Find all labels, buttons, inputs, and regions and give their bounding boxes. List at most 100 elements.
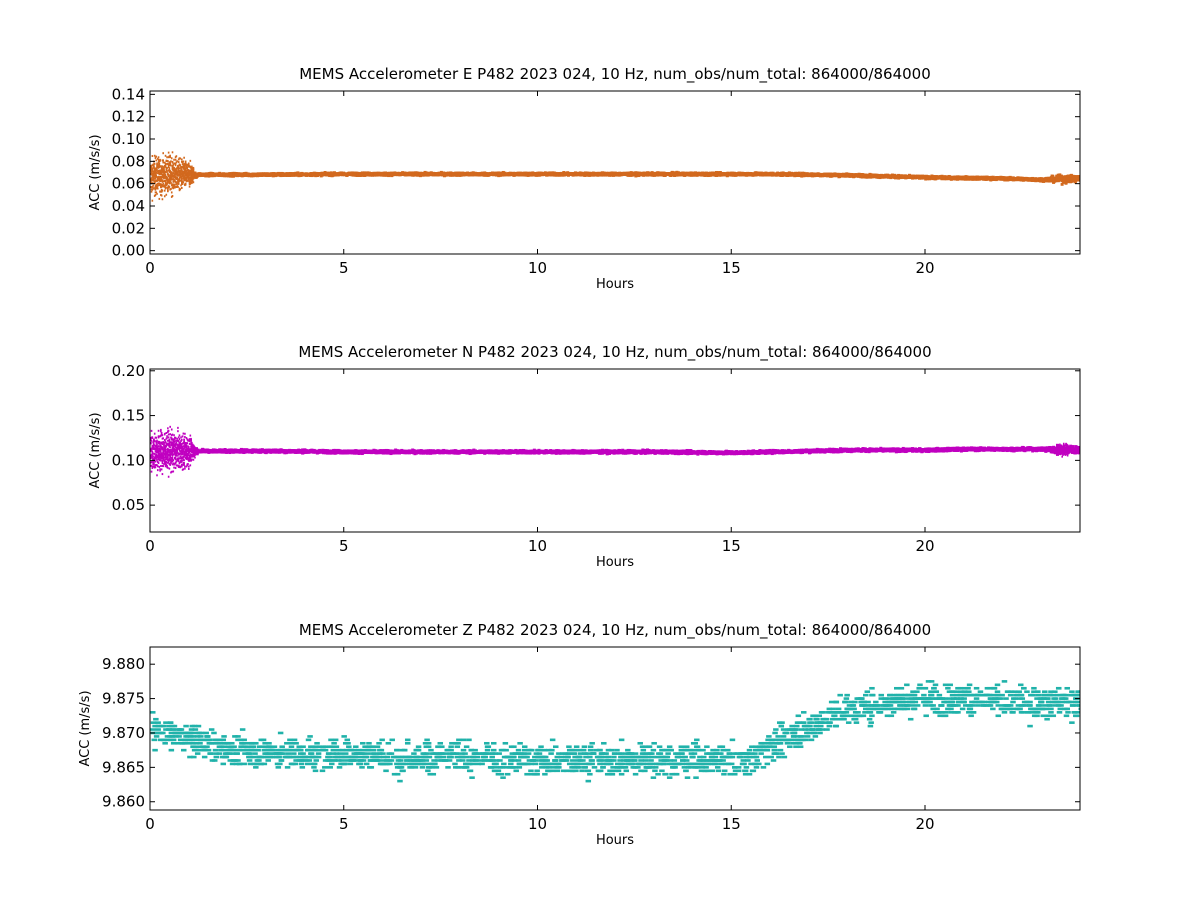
data-point (192, 181, 195, 184)
data-point (167, 166, 170, 169)
data-points-1 (150, 151, 1080, 202)
data-point (162, 180, 164, 183)
data-point (164, 186, 167, 189)
data-point (184, 160, 187, 163)
data-point (166, 171, 168, 174)
data-point (153, 174, 156, 177)
data-point (162, 171, 164, 174)
data-point (183, 156, 185, 159)
data-point (150, 180, 152, 183)
data-point (177, 166, 180, 169)
data-point (172, 184, 175, 187)
data-point (168, 167, 171, 170)
data-point (167, 173, 170, 176)
data-point (153, 182, 156, 185)
data-point (164, 181, 167, 184)
data-point (166, 167, 168, 170)
data-point (151, 167, 154, 170)
data-point (170, 157, 173, 160)
data-point (184, 161, 187, 164)
data-point (160, 166, 163, 169)
data-point (158, 182, 161, 185)
data-point (187, 175, 190, 178)
data-point (170, 191, 173, 194)
data-point (163, 177, 165, 180)
data-point (163, 169, 165, 172)
data-point (150, 177, 153, 180)
data-point (153, 165, 155, 168)
data-point (156, 184, 159, 187)
data-point (163, 189, 166, 192)
data-point (163, 184, 166, 187)
data-point (164, 179, 167, 182)
data-point (185, 165, 188, 168)
data-point (151, 199, 154, 202)
data-point (179, 157, 182, 160)
data-point (163, 168, 165, 171)
data-point (156, 164, 159, 167)
data-point (566, 171, 570, 175)
data-point (161, 189, 164, 192)
data-point (167, 159, 169, 162)
data-point (154, 194, 157, 197)
data-point (158, 197, 161, 200)
data-point (170, 160, 172, 163)
data-point (181, 163, 184, 166)
data-point (170, 164, 172, 167)
data-point (171, 151, 174, 154)
data-point (166, 169, 168, 172)
data-point (174, 183, 176, 186)
data-point (156, 157, 159, 160)
data-point (163, 195, 166, 198)
data-point (175, 169, 178, 172)
data-point (164, 187, 167, 190)
data-point (175, 161, 178, 164)
data-point (629, 171, 633, 175)
data-point (157, 158, 160, 161)
data-point (164, 154, 167, 157)
data-point (167, 175, 170, 178)
data-point (182, 173, 185, 176)
data-point (152, 174, 154, 177)
data-point (167, 151, 170, 154)
data-point (158, 164, 161, 167)
data-point (158, 184, 161, 187)
data-point (166, 156, 168, 159)
data-point (174, 164, 177, 167)
data-point (157, 171, 160, 174)
data-point (156, 192, 158, 195)
data-point (166, 183, 168, 186)
data-point (170, 171, 173, 174)
data-point (160, 165, 162, 168)
data-point (154, 188, 157, 191)
data-point (150, 169, 152, 172)
data-point (175, 155, 178, 158)
data-point (151, 155, 154, 158)
data-point (160, 190, 163, 193)
data-point (180, 184, 182, 187)
data-point (175, 182, 178, 185)
data-point (187, 162, 190, 165)
data-point (168, 185, 171, 188)
data-point (151, 188, 154, 191)
data-point (191, 180, 194, 183)
data-point (153, 162, 156, 165)
data-point (162, 161, 164, 164)
data-point (185, 169, 188, 172)
data-point (162, 152, 164, 155)
data-point (157, 175, 160, 178)
data-point (186, 166, 189, 169)
data-point (158, 173, 161, 176)
data-point (169, 170, 171, 173)
data-point (172, 187, 175, 190)
data-point (154, 157, 157, 160)
data-point (160, 179, 162, 182)
data-point (183, 162, 185, 165)
data-point (165, 193, 168, 196)
data-point (187, 164, 190, 167)
data-point (160, 173, 162, 176)
data-point (188, 185, 191, 188)
data-point (151, 185, 154, 188)
data-point (155, 183, 158, 186)
